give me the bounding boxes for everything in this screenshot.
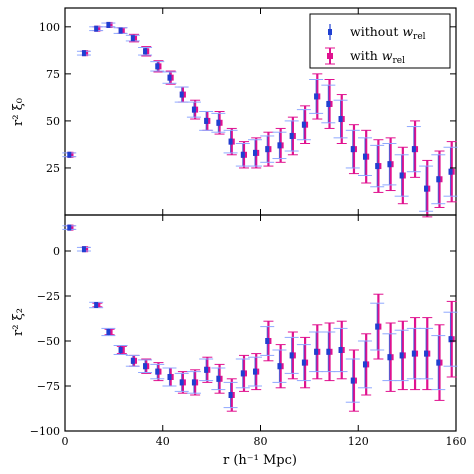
top-point-without-wrel <box>199 111 214 131</box>
bottom-xtick-label: 80 <box>254 435 268 448</box>
top-panel-marks <box>62 21 458 218</box>
bottom-point-without-wrel <box>382 333 397 382</box>
bottom-xtick-label: 40 <box>156 435 170 448</box>
top-point-without-wrel <box>150 61 165 72</box>
top-point-without-wrel <box>296 109 311 141</box>
bottom-point-without-wrel <box>272 349 287 383</box>
top-point-without-wrel <box>406 126 421 173</box>
bottom-point-without-wrel <box>235 358 250 389</box>
top-point-without-wrel <box>419 165 434 212</box>
bottom-point-without-wrel <box>321 331 336 373</box>
bottom-point-without-wrel <box>150 363 165 380</box>
bottom-panel-marks <box>62 224 458 412</box>
bottom-point-without-wrel <box>284 336 299 374</box>
top-point-without-wrel <box>309 79 324 114</box>
bottom-panel-ylabel: r² ξ₂ <box>11 308 26 336</box>
bottom-point-without-wrel <box>76 246 91 253</box>
bottom-point-without-wrel <box>101 327 116 337</box>
bottom-panel: −100 −75 −50 −25 0 0 40 80 120 160 r² ξ₂ r (h⁻¹ M… <box>11 214 467 468</box>
top-point-without-wrel <box>89 25 104 32</box>
top-point-without-wrel <box>357 137 372 176</box>
top-point-without-wrel <box>394 154 409 197</box>
top-point-without-wrel <box>370 144 385 188</box>
top-point-without-wrel <box>211 112 226 133</box>
bottom-point-without-wrel <box>125 354 140 367</box>
top-point-without-wrel <box>125 34 140 42</box>
bottom-ytick-label: −50 <box>37 335 60 348</box>
top-ytick-label: 75 <box>46 68 60 81</box>
legend: without wrel with wrel <box>309 13 451 69</box>
top-point-without-wrel <box>101 21 116 28</box>
bottom-point-without-wrel <box>296 344 311 382</box>
bottom-ytick-label: −75 <box>37 380 60 393</box>
bottom-point-without-wrel <box>431 335 446 391</box>
bottom-point-without-wrel <box>309 331 324 373</box>
bottom-point-without-wrel <box>186 371 201 394</box>
bottom-point-without-wrel <box>199 358 214 382</box>
top-point-without-wrel <box>443 146 458 197</box>
bottom-point-without-wrel <box>211 367 226 391</box>
bottom-point-without-wrel <box>138 359 153 373</box>
top-point-without-wrel <box>382 142 397 186</box>
top-point-without-wrel <box>223 129 238 154</box>
top-point-without-wrel <box>260 135 275 163</box>
top-panel-axes: 25 50 75 100 <box>39 8 457 215</box>
bottom-point-without-wrel <box>62 224 77 231</box>
top-point-without-wrel <box>284 120 299 152</box>
top-ytick-label: 25 <box>46 162 60 175</box>
top-point-without-wrel <box>235 142 250 167</box>
bottom-ytick-label: −100 <box>30 425 60 438</box>
top-point-without-wrel <box>62 151 77 158</box>
bottom-ytick-label: −25 <box>37 290 60 303</box>
bottom-point-without-wrel <box>345 358 360 403</box>
top-point-without-wrel <box>333 99 348 139</box>
top-point-without-wrel <box>248 139 263 167</box>
top-point-without-wrel <box>321 84 336 124</box>
top-ytick-label: 100 <box>39 21 60 34</box>
top-point-without-wrel <box>345 129 360 169</box>
bottom-point-without-wrel <box>443 311 458 367</box>
bottom-xtick-label: 160 <box>446 435 467 448</box>
bottom-panel-frame <box>64 214 457 432</box>
legend-label: without wrel <box>350 24 426 42</box>
bottom-point-without-wrel <box>162 367 177 387</box>
bottom-point-without-wrel <box>89 301 104 309</box>
top-point-without-wrel <box>272 131 287 160</box>
top-point-without-wrel <box>174 86 189 103</box>
legend-item-with-wrel: with wrel <box>325 47 405 66</box>
legend-frame <box>309 13 451 69</box>
top-ytick-label: 50 <box>46 115 60 128</box>
legend-label: with wrel <box>350 48 405 66</box>
legend-items: without wrel with wrel <box>325 24 426 66</box>
bottom-point-without-wrel <box>394 329 409 382</box>
top-point-without-wrel <box>186 101 201 118</box>
top-point-without-wrel <box>431 154 446 205</box>
bottom-point-without-wrel <box>333 327 348 373</box>
bottom-point-without-wrel <box>357 340 372 389</box>
bottom-point-without-wrel <box>370 302 385 351</box>
top-panel: 25 50 75 100 r² ξ₀ without wrel with wrel <box>11 7 458 218</box>
bottom-point-without-wrel <box>223 381 238 409</box>
bottom-point-without-wrel <box>419 327 434 380</box>
top-panel-ylabel: r² ξ₀ <box>11 98 26 126</box>
bottom-xtick-label: 120 <box>348 435 369 448</box>
legend-item-without-wrel: without wrel <box>328 24 426 42</box>
bottom-panel-xlabel: r (h⁻¹ Mpc) <box>223 453 297 468</box>
top-point-without-wrel <box>162 71 177 84</box>
bottom-xtick-label: 0 <box>62 435 69 448</box>
bottom-point-without-wrel <box>113 345 128 355</box>
bottom-panel-axes: −100 −75 −50 −25 0 0 40 80 120 160 <box>30 215 467 448</box>
bottom-point-without-wrel <box>248 356 263 387</box>
bottom-point-without-wrel <box>174 372 189 392</box>
bottom-point-without-wrel <box>260 326 275 356</box>
top-point-without-wrel <box>138 47 153 56</box>
bottom-point-without-wrel <box>406 327 421 380</box>
top-point-without-wrel <box>113 27 128 34</box>
top-point-without-wrel <box>76 50 91 57</box>
bottom-ytick-label: 0 <box>53 245 60 258</box>
